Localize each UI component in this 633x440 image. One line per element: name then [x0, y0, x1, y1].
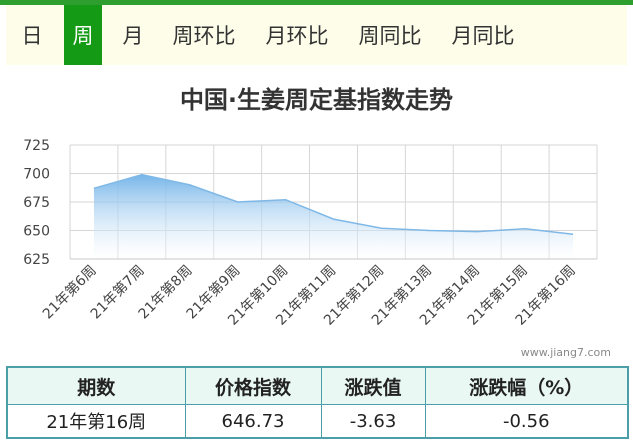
data-point [523, 227, 527, 231]
top-accent-line [0, 0, 633, 5]
header-change-percent: 涨跌幅（%） [424, 366, 629, 405]
data-point [379, 226, 383, 230]
y-tick-label: 675 [23, 195, 50, 211]
data-point [475, 230, 479, 234]
cell-period: 21年第16周 [6, 404, 186, 439]
header-period: 期数 [6, 366, 186, 405]
data-point [571, 232, 575, 236]
tab-week[interactable]: 周 [64, 5, 102, 65]
tab-week-year-over-year[interactable]: 周同比 [358, 24, 422, 48]
y-tick-label: 650 [23, 224, 50, 240]
data-point [427, 229, 431, 233]
y-tick-label: 700 [23, 167, 50, 183]
chart-title: 中国·生姜周定基指数走势 [179, 86, 454, 114]
summary-header-row: 期数 价格指数 涨跌值 涨跌幅（%） [6, 366, 629, 405]
tab-month-year-over-year[interactable]: 月同比 [451, 24, 515, 48]
data-point [236, 200, 240, 204]
summary-data-row: 21年第16周 646.73 -3.63 -0.56 [6, 404, 629, 439]
tab-week-on-week[interactable]: 周环比 [172, 24, 236, 48]
header-change-value: 涨跌值 [320, 366, 426, 405]
cell-change-percent: -0.56 [424, 404, 629, 439]
data-point [188, 183, 192, 187]
series-line [93, 173, 574, 235]
index-trend-chart: 62565067570072521年第6周21年第7周21年第8周21年第9周2… [23, 138, 598, 329]
tab-day[interactable]: 日 [21, 24, 43, 48]
data-point [92, 186, 96, 190]
y-tick-label: 725 [23, 138, 50, 154]
period-tab-bar: 日 周 月 周环比 月环比 周同比 月同比 [6, 5, 627, 65]
site-watermark: www.jiang7.com [520, 346, 611, 359]
area-fill [93, 174, 574, 259]
tab-month-on-month[interactable]: 月环比 [265, 24, 329, 48]
summary-table: 期数 价格指数 涨跌值 涨跌幅（%） 21年第16周 646.73 -3.63 … [6, 366, 629, 439]
tab-month[interactable]: 月 [122, 24, 144, 48]
data-point [332, 217, 336, 221]
cell-price-index: 646.73 [184, 404, 322, 439]
header-price-index: 价格指数 [184, 366, 322, 405]
data-point [140, 173, 144, 177]
y-tick-label: 625 [23, 252, 50, 268]
data-point [284, 198, 288, 202]
cell-change-value: -3.63 [320, 404, 426, 439]
